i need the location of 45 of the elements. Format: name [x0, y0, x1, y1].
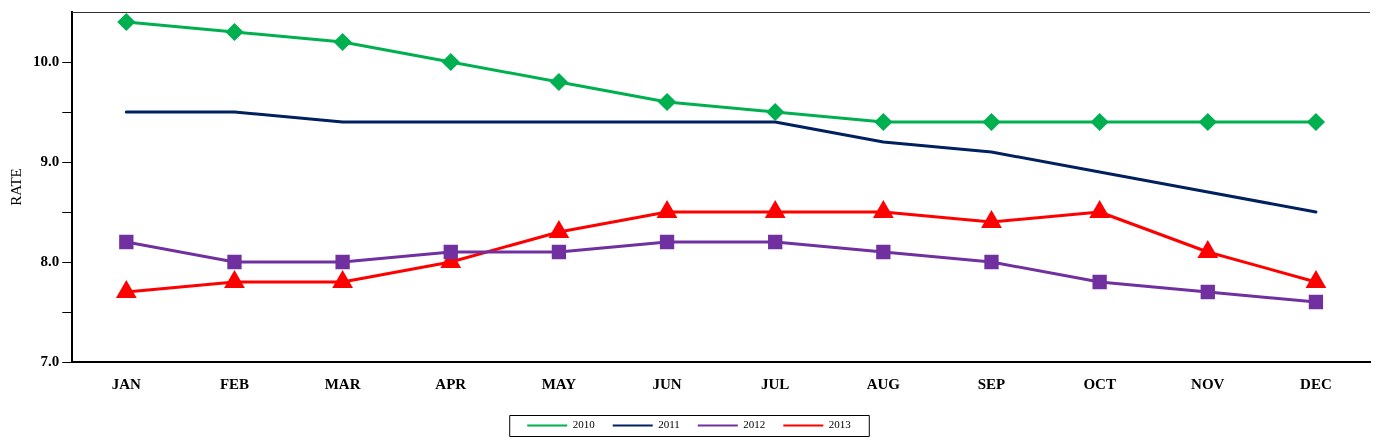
- point: [119, 234, 134, 250]
- point: [551, 244, 567, 260]
- point: [766, 103, 784, 121]
- y-tick-label: 8.0: [40, 252, 60, 269]
- legend-label: 2011: [658, 418, 680, 431]
- x-tick-label: NOV: [1191, 375, 1225, 392]
- point: [550, 73, 568, 91]
- legend-label: 2010: [572, 418, 596, 431]
- point: [227, 254, 242, 270]
- y-tick-label: 9.0: [40, 152, 60, 169]
- point: [334, 33, 352, 51]
- x-tick-label: JUL: [761, 375, 790, 392]
- point: [659, 234, 675, 250]
- point: [442, 53, 460, 71]
- x-tick-label: AUG: [866, 375, 901, 392]
- point: [874, 113, 892, 131]
- point: [658, 93, 676, 111]
- x-tick-label: APR: [435, 375, 467, 392]
- y-axis-title: RATE: [7, 168, 24, 206]
- y-tick-label: 7.0: [40, 352, 60, 369]
- point: [443, 244, 458, 260]
- point: [1092, 274, 1107, 290]
- x-tick-label: DEC: [1300, 375, 1332, 392]
- x-tick-label: MAY: [541, 375, 577, 392]
- point: [1200, 284, 1215, 300]
- point: [1199, 113, 1217, 131]
- x-tick-label: MAR: [324, 375, 361, 392]
- point: [335, 254, 350, 270]
- point: [117, 13, 135, 31]
- point: [1308, 294, 1324, 310]
- point: [984, 254, 999, 270]
- legend-label: 2013: [828, 418, 852, 431]
- y-tick-label: 10.0: [33, 52, 60, 69]
- point: [225, 23, 243, 41]
- point: [876, 244, 891, 260]
- x-tick-label: SEP: [977, 375, 1006, 392]
- x-tick-label: JAN: [111, 375, 142, 392]
- legend-label: 2012: [743, 418, 766, 431]
- point: [768, 234, 783, 250]
- point: [1091, 113, 1109, 131]
- x-tick-label: FEB: [219, 375, 250, 392]
- point: [1307, 113, 1325, 131]
- x-tick-label: OCT: [1083, 375, 1116, 392]
- x-tick-label: JUN: [652, 375, 682, 392]
- point: [982, 113, 1000, 131]
